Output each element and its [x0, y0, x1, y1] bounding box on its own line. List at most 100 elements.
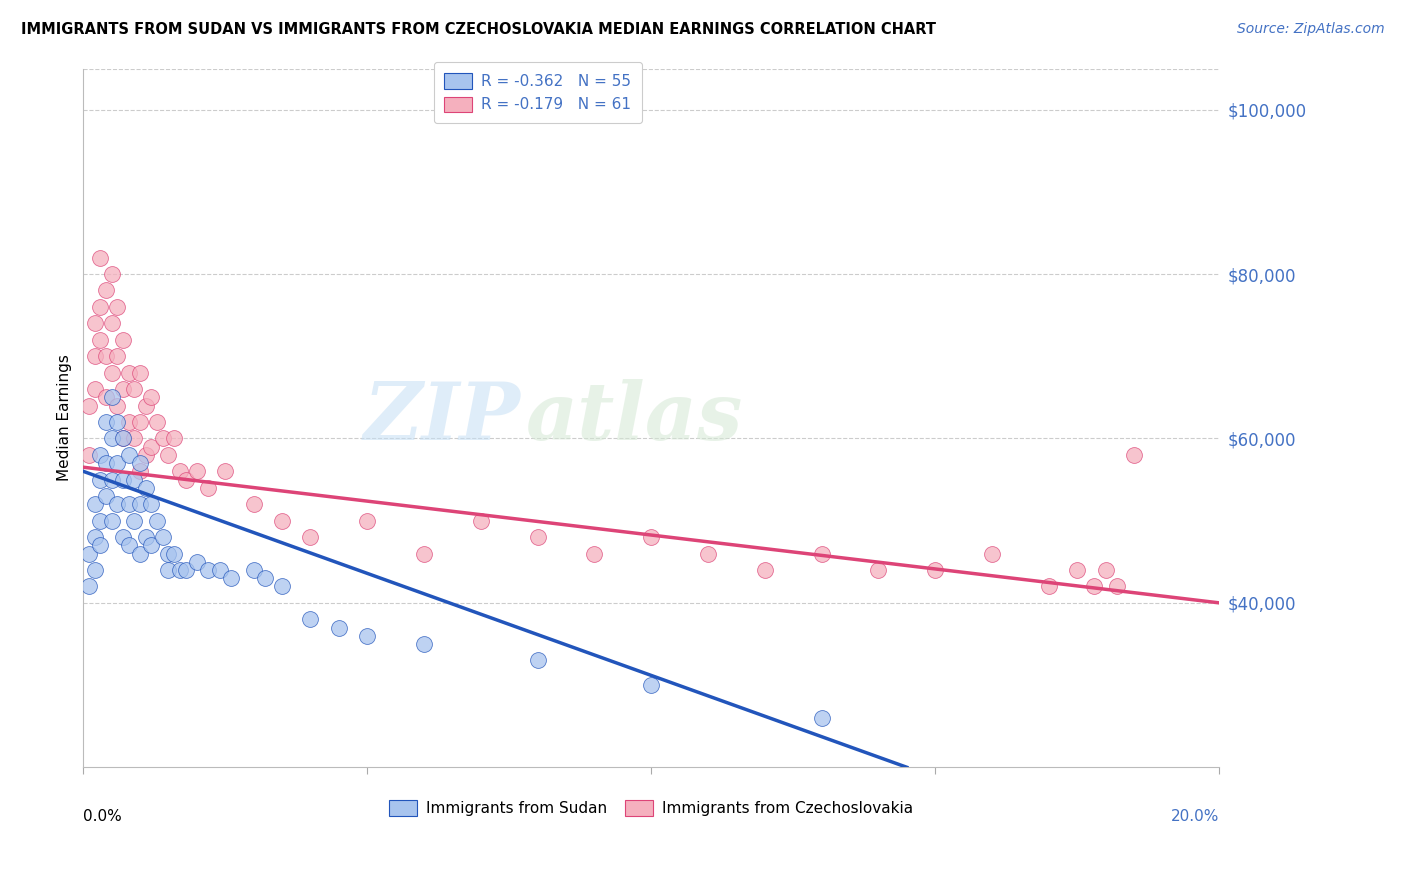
- Point: [94, 284, 117, 298]
- Point: [163, 432, 186, 446]
- Point: [124, 382, 146, 396]
- Text: ZIP: ZIP: [364, 379, 520, 457]
- Point: [118, 448, 141, 462]
- Point: [186, 555, 208, 569]
- Point: [100, 432, 122, 446]
- Point: [129, 366, 152, 380]
- Point: [89, 300, 111, 314]
- Point: [89, 333, 111, 347]
- Point: [1083, 579, 1105, 593]
- Point: [112, 333, 135, 347]
- Point: [157, 547, 180, 561]
- Point: [152, 530, 174, 544]
- Point: [583, 547, 606, 561]
- Point: [197, 563, 219, 577]
- Point: [124, 432, 146, 446]
- Point: [129, 497, 152, 511]
- Point: [197, 481, 219, 495]
- Point: [169, 464, 191, 478]
- Text: Source: ZipAtlas.com: Source: ZipAtlas.com: [1237, 22, 1385, 37]
- Point: [810, 711, 832, 725]
- Point: [157, 563, 180, 577]
- Point: [118, 538, 141, 552]
- Point: [186, 464, 208, 478]
- Point: [100, 317, 122, 331]
- Point: [413, 637, 436, 651]
- Point: [124, 473, 146, 487]
- Point: [105, 415, 128, 429]
- Point: [141, 390, 163, 404]
- Point: [89, 251, 111, 265]
- Point: [135, 481, 157, 495]
- Point: [141, 538, 163, 552]
- Point: [100, 366, 122, 380]
- Point: [100, 514, 122, 528]
- Point: [135, 399, 157, 413]
- Point: [169, 563, 191, 577]
- Point: [810, 547, 832, 561]
- Point: [640, 530, 662, 544]
- Point: [94, 456, 117, 470]
- Point: [242, 497, 264, 511]
- Point: [697, 547, 720, 561]
- Point: [924, 563, 946, 577]
- Point: [83, 530, 105, 544]
- Point: [105, 349, 128, 363]
- Point: [83, 563, 105, 577]
- Point: [83, 382, 105, 396]
- Point: [100, 267, 122, 281]
- Point: [112, 530, 135, 544]
- Point: [94, 415, 117, 429]
- Point: [146, 514, 169, 528]
- Point: [141, 440, 163, 454]
- Point: [105, 497, 128, 511]
- Point: [77, 579, 100, 593]
- Point: [214, 464, 236, 478]
- Point: [271, 579, 294, 593]
- Point: [868, 563, 890, 577]
- Point: [89, 448, 111, 462]
- Text: 0.0%: 0.0%: [83, 809, 122, 824]
- Point: [77, 448, 100, 462]
- Point: [135, 530, 157, 544]
- Point: [1094, 563, 1116, 577]
- Point: [526, 653, 548, 667]
- Point: [118, 366, 141, 380]
- Point: [118, 497, 141, 511]
- Point: [328, 620, 350, 634]
- Point: [135, 448, 157, 462]
- Point: [89, 538, 111, 552]
- Point: [83, 317, 105, 331]
- Point: [89, 473, 111, 487]
- Point: [157, 448, 180, 462]
- Legend: Immigrants from Sudan, Immigrants from Czechoslovakia: Immigrants from Sudan, Immigrants from C…: [384, 794, 920, 822]
- Point: [129, 547, 152, 561]
- Point: [129, 415, 152, 429]
- Point: [112, 382, 135, 396]
- Point: [94, 489, 117, 503]
- Point: [94, 390, 117, 404]
- Point: [219, 571, 242, 585]
- Point: [105, 300, 128, 314]
- Point: [112, 473, 135, 487]
- Point: [174, 563, 197, 577]
- Point: [83, 497, 105, 511]
- Point: [83, 349, 105, 363]
- Point: [640, 678, 662, 692]
- Point: [100, 473, 122, 487]
- Point: [981, 547, 1004, 561]
- Point: [77, 547, 100, 561]
- Point: [1038, 579, 1060, 593]
- Point: [105, 456, 128, 470]
- Y-axis label: Median Earnings: Median Earnings: [58, 354, 72, 482]
- Point: [152, 432, 174, 446]
- Point: [112, 432, 135, 446]
- Point: [89, 514, 111, 528]
- Point: [470, 514, 492, 528]
- Point: [77, 399, 100, 413]
- Point: [413, 547, 436, 561]
- Text: 20.0%: 20.0%: [1171, 809, 1219, 824]
- Point: [1123, 448, 1146, 462]
- Point: [163, 547, 186, 561]
- Point: [526, 530, 548, 544]
